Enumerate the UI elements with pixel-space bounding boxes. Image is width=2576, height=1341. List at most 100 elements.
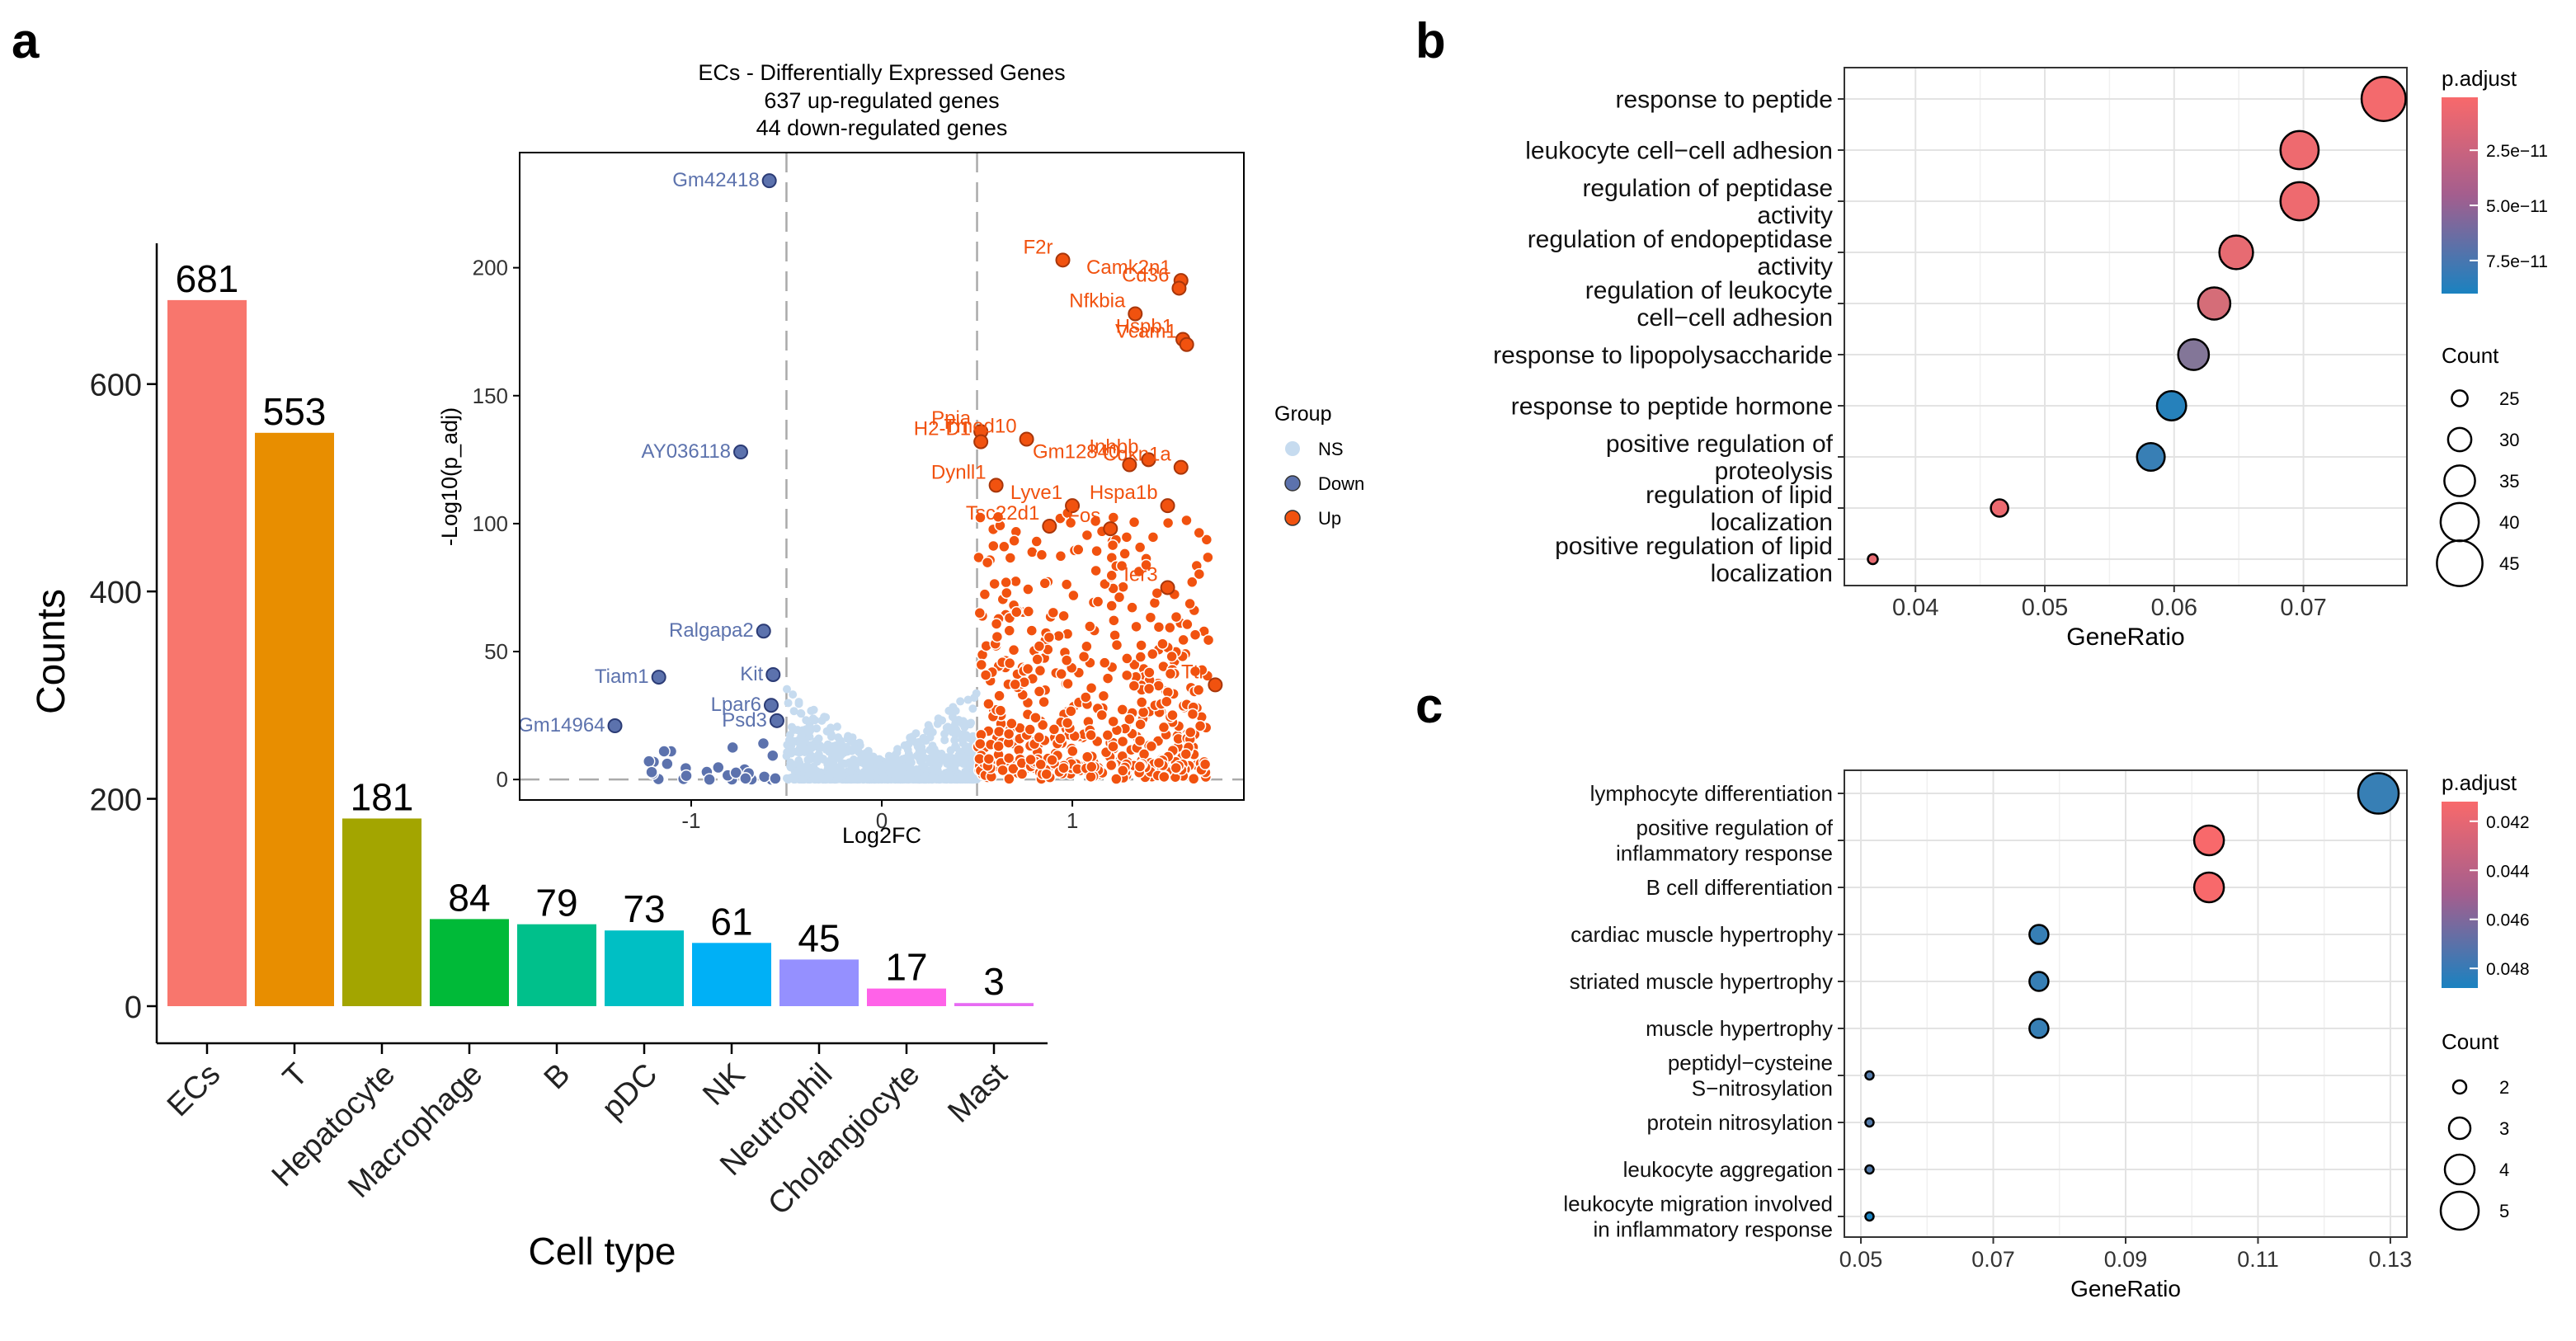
up-point bbox=[1033, 731, 1045, 744]
ns-point bbox=[932, 749, 941, 758]
term-label: activity bbox=[1757, 202, 1833, 229]
up-point bbox=[1040, 768, 1053, 780]
size-legend-label: 30 bbox=[2499, 430, 2519, 450]
size-legend-label: 3 bbox=[2499, 1118, 2509, 1139]
up-point bbox=[991, 511, 1005, 523]
plot-frame bbox=[1844, 67, 2408, 586]
bar-value-label: 61 bbox=[710, 900, 752, 943]
volcano-legend-swatch bbox=[1285, 441, 1300, 456]
volcano-legend-label: Up bbox=[1318, 508, 1341, 529]
term-label: peptidyl−cysteine bbox=[1668, 1051, 1833, 1075]
up-point bbox=[1081, 750, 1094, 763]
term-dot bbox=[2177, 338, 2211, 371]
up-point bbox=[1060, 578, 1073, 591]
color-bar-label: 5.0e−11 bbox=[2486, 197, 2548, 216]
term-dot bbox=[1864, 1164, 1875, 1175]
bar-value-label: 17 bbox=[885, 946, 927, 989]
up-point bbox=[1107, 511, 1120, 524]
up-point bbox=[1177, 633, 1189, 647]
ns-point bbox=[812, 757, 822, 766]
up-point bbox=[1048, 723, 1061, 736]
ns-point bbox=[812, 724, 822, 733]
up-point bbox=[973, 607, 987, 619]
up-point bbox=[1144, 611, 1157, 623]
volcano-subtitle: 44 down-regulated genes bbox=[756, 115, 1008, 140]
up-gene-label: Hspb1 bbox=[1116, 316, 1173, 338]
ns-point bbox=[919, 733, 928, 742]
panel-label-b: b bbox=[1415, 13, 1446, 68]
term-label: cardiac muscle hypertrophy bbox=[1571, 922, 1833, 947]
down-gene-label: Psd3 bbox=[722, 709, 767, 732]
up-point bbox=[1067, 745, 1079, 758]
up-point bbox=[1004, 552, 1017, 564]
term-label: striated muscle hypertrophy bbox=[1570, 969, 1833, 994]
up-point bbox=[978, 588, 991, 600]
ns-point bbox=[940, 729, 949, 738]
ns-point bbox=[845, 758, 855, 767]
ns-point bbox=[888, 768, 897, 777]
up-point bbox=[1133, 734, 1147, 747]
bar bbox=[342, 818, 421, 1006]
term-dot bbox=[2192, 871, 2225, 904]
volcano-x-tick-label: 1 bbox=[1067, 808, 1078, 833]
up-point bbox=[998, 540, 1010, 553]
ns-point bbox=[898, 755, 907, 764]
down-gene-point bbox=[756, 623, 771, 639]
up-point bbox=[1128, 515, 1141, 529]
size-legend-label: 2 bbox=[2499, 1077, 2509, 1098]
term-dot bbox=[2279, 181, 2320, 222]
ns-point bbox=[788, 736, 797, 746]
size-legend-circle bbox=[2451, 389, 2469, 407]
color-bar-label: 2.5e−11 bbox=[2486, 142, 2548, 161]
up-point bbox=[1184, 597, 1196, 610]
panel-label-c: c bbox=[1415, 678, 1443, 733]
up-point bbox=[1116, 703, 1128, 716]
up-point bbox=[1108, 614, 1120, 627]
up-point bbox=[1084, 620, 1096, 633]
ns-point bbox=[940, 736, 949, 745]
up-point bbox=[1126, 601, 1138, 614]
up-point bbox=[1000, 576, 1012, 589]
up-point bbox=[991, 630, 1004, 643]
ns-point bbox=[850, 739, 859, 748]
up-gene-label: Dynll1 bbox=[931, 461, 987, 483]
up-gene-point bbox=[973, 434, 989, 449]
up-point bbox=[1038, 577, 1052, 590]
down-gene-point bbox=[763, 698, 779, 713]
up-point bbox=[1170, 761, 1182, 774]
up-point bbox=[1001, 586, 1013, 600]
up-point bbox=[1038, 695, 1050, 708]
x-tick-label: 0.13 bbox=[2369, 1247, 2413, 1272]
up-point bbox=[990, 618, 1003, 630]
up-point bbox=[1145, 740, 1158, 753]
size-legend-title: Count bbox=[2442, 343, 2499, 368]
ns-point bbox=[954, 751, 963, 760]
up-point bbox=[1105, 600, 1118, 612]
term-dot bbox=[2136, 441, 2166, 473]
down-gene-label: Gm14964 bbox=[518, 714, 605, 736]
up-point bbox=[982, 752, 996, 765]
ns-point bbox=[837, 740, 846, 749]
x-tick-label: 0.05 bbox=[1839, 1247, 1883, 1272]
up-point bbox=[975, 658, 988, 671]
size-legend-label: 25 bbox=[2499, 388, 2519, 409]
ns-point bbox=[829, 760, 838, 769]
ns-point bbox=[784, 699, 793, 708]
up-point bbox=[1061, 717, 1074, 729]
bar bbox=[867, 988, 946, 1006]
up-point bbox=[1113, 591, 1126, 604]
up-point bbox=[1021, 662, 1034, 675]
ns-point bbox=[860, 751, 869, 760]
ns-point bbox=[970, 693, 979, 702]
up-point bbox=[1008, 534, 1020, 547]
color-bar bbox=[2442, 802, 2478, 988]
down-gene-label: Tiam1 bbox=[595, 666, 649, 688]
up-point bbox=[1097, 689, 1110, 703]
term-label: proteolysis bbox=[1715, 458, 1833, 485]
ns-point bbox=[897, 774, 906, 783]
ns-point bbox=[826, 732, 836, 741]
volcano-x-tick-label: -1 bbox=[681, 808, 700, 833]
bar bbox=[517, 924, 596, 1006]
up-point bbox=[1184, 726, 1197, 739]
up-point bbox=[1187, 772, 1200, 785]
